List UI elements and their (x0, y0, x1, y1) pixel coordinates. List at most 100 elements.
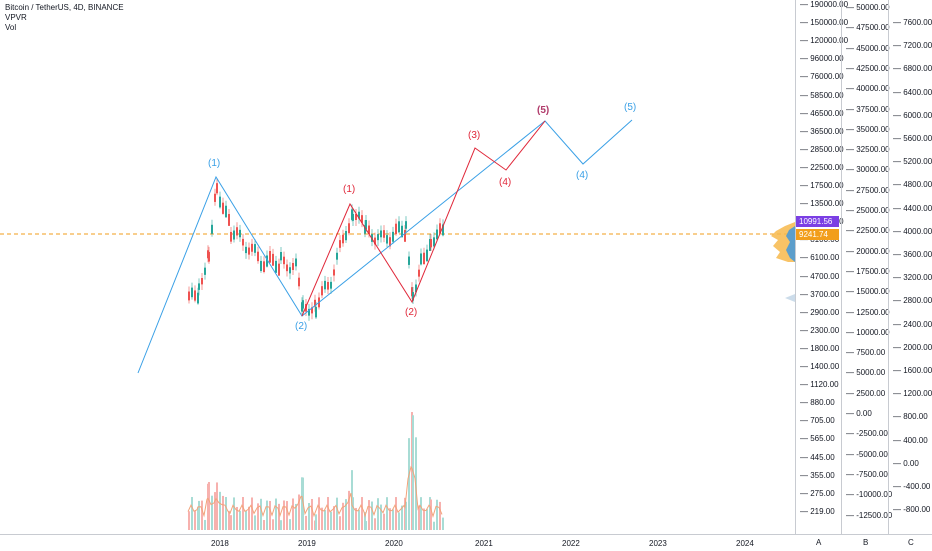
blue-elliott-wave-line[interactable] (137, 119, 633, 374)
volume-bar (365, 521, 367, 530)
scale-c-tick: — 2000.00 (893, 342, 932, 352)
volume-bar (324, 510, 326, 530)
scale-b-label[interactable]: B (863, 538, 869, 547)
volume-bar (272, 519, 274, 530)
price-scale-tick: — 120000.00 (800, 36, 849, 46)
blue-wave-label-2: (2) (295, 321, 308, 332)
scale-c-tick: — 1600.00 (893, 366, 932, 375)
time-label-2019: 2019 (298, 539, 316, 548)
time-label-2020: 2020 (385, 539, 403, 548)
volume-bar (216, 482, 218, 530)
price-scale-tick: — 76000.00 (800, 72, 844, 82)
price-scale-tick: — 219.00 (800, 506, 835, 516)
volume-bar (358, 509, 360, 530)
scale-c-tick: — 6800.00 (893, 64, 932, 74)
volume-bar (333, 506, 335, 530)
price-scale-tick: — 6100.00 (800, 253, 840, 263)
volume-bar (430, 499, 432, 530)
volume-bar (305, 515, 307, 530)
volume-indicator-label[interactable]: Vol (5, 23, 17, 32)
volume-bar (442, 517, 444, 530)
red-elliott-wave-line[interactable] (301, 120, 546, 317)
volume-bar (251, 497, 253, 530)
volume-bar (233, 497, 235, 530)
scale-a-label[interactable]: A (816, 538, 822, 547)
price-scale-tick: — 13500.00 (800, 199, 844, 209)
volume-bar (401, 505, 403, 530)
volume-bar (269, 500, 271, 530)
scale-b-tick: — 0.00 (846, 409, 872, 418)
scale-b-tick: — 40000.00 (846, 84, 890, 94)
scale-b-tick: — -12500.00 (846, 510, 893, 520)
scale-c-tick: — 3200.00 (893, 273, 932, 283)
time-label-2018: 2018 (211, 539, 229, 548)
price-scale-tick: — 46500.00 (800, 108, 844, 118)
price-scale-tick: — 190000.00 (800, 0, 849, 9)
scale-b-tick: — 5000.00 (846, 368, 886, 378)
scale-b-tick: — 50000.00 (846, 3, 890, 12)
vpvr-indicator-label[interactable]: VPVR (5, 13, 27, 22)
volume-bar (311, 498, 313, 530)
price-scale-tick: — 1400.00 (800, 362, 840, 371)
volume-bar (383, 513, 385, 530)
volume-bar (266, 500, 268, 530)
volume-bar (348, 490, 350, 530)
scale-b-tick: — 7500.00 (846, 348, 886, 358)
volume-bar (254, 515, 256, 530)
volume-bar (355, 507, 357, 530)
scale-b-tick: — 47500.00 (846, 23, 890, 33)
blue-wave-label-5: (5) (624, 102, 637, 113)
scale-b-tick: — 42500.00 (846, 63, 890, 73)
price-candles (188, 178, 444, 321)
blue-wave-label-4: (4) (576, 170, 589, 181)
secondary-scale[interactable]: — 7600.00 — 7200.00 — 6800.00 — 6400.00 — 60… (888, 0, 932, 534)
scale-b-tick: — -7500.00 (846, 469, 888, 479)
volume-bar (433, 521, 435, 530)
volume-bar (398, 512, 400, 530)
scale-b-tick: — -5000.00 (846, 449, 888, 459)
price-scale-log[interactable]: — 190000.00 — 150000.00 — 120000.00 — 96000… (795, 0, 848, 534)
price-scale-tick: — 275.00 (800, 488, 835, 498)
volume-bar (295, 503, 297, 530)
scale-c-tick: — -800.00 (893, 505, 931, 515)
volume-bar (188, 511, 190, 530)
volume-bar (408, 438, 410, 530)
scale-c-label[interactable]: C (908, 538, 914, 547)
volume-bar (191, 497, 193, 530)
scale-c-tick: — -400.00 (893, 482, 931, 491)
volume-bar (389, 508, 391, 530)
volume-bar (395, 497, 397, 530)
volume-profile-scale[interactable]: — 50000.00 — 47500.00 — 45000.00 — 42500.00… (841, 0, 893, 534)
scale-b-tick: — 20000.00 (846, 246, 890, 256)
volume-bar (248, 506, 250, 530)
scale-b-tick: — 37500.00 (846, 104, 890, 114)
volume-bar (439, 501, 441, 530)
price-scale-tick: — 28500.00 (800, 144, 844, 154)
price-scale-tick: — 3700.00 (800, 289, 840, 299)
volume-bar (371, 501, 373, 530)
scale-c-tick: — 2800.00 (893, 296, 932, 306)
time-label-2023: 2023 (649, 539, 667, 548)
volume-bar (275, 498, 277, 530)
price-scale-tick: — 565.00 (800, 434, 835, 444)
time-axis[interactable]: 2018 2019 2020 2021 2022 2023 2024 (0, 534, 932, 551)
volume-bar (368, 500, 370, 530)
price-scale-tick: — 17500.00 (800, 181, 844, 190)
volume-bar (315, 514, 317, 530)
scale-c-tick: — 800.00 (893, 412, 928, 422)
price-scale-tick: — 36500.00 (800, 126, 844, 136)
scale-b-tick: — 27500.00 (846, 185, 890, 195)
scale-b-tick: — 45000.00 (846, 43, 890, 53)
scale-b-tick: — 15000.00 (846, 287, 890, 297)
volume-bar (278, 503, 280, 530)
volume-bar (214, 492, 216, 530)
volume-bar (204, 519, 206, 530)
price-scale-tick: — 96000.00 (800, 54, 844, 64)
volume-bars (188, 412, 444, 530)
volume-bar (321, 507, 323, 530)
volume-bar (374, 518, 376, 530)
scale-c-tick: — 3600.00 (893, 250, 932, 259)
symbol-title[interactable]: Bitcoin / TetherUS, 4D, BINANCE (5, 3, 124, 12)
volume-bar (292, 498, 294, 530)
